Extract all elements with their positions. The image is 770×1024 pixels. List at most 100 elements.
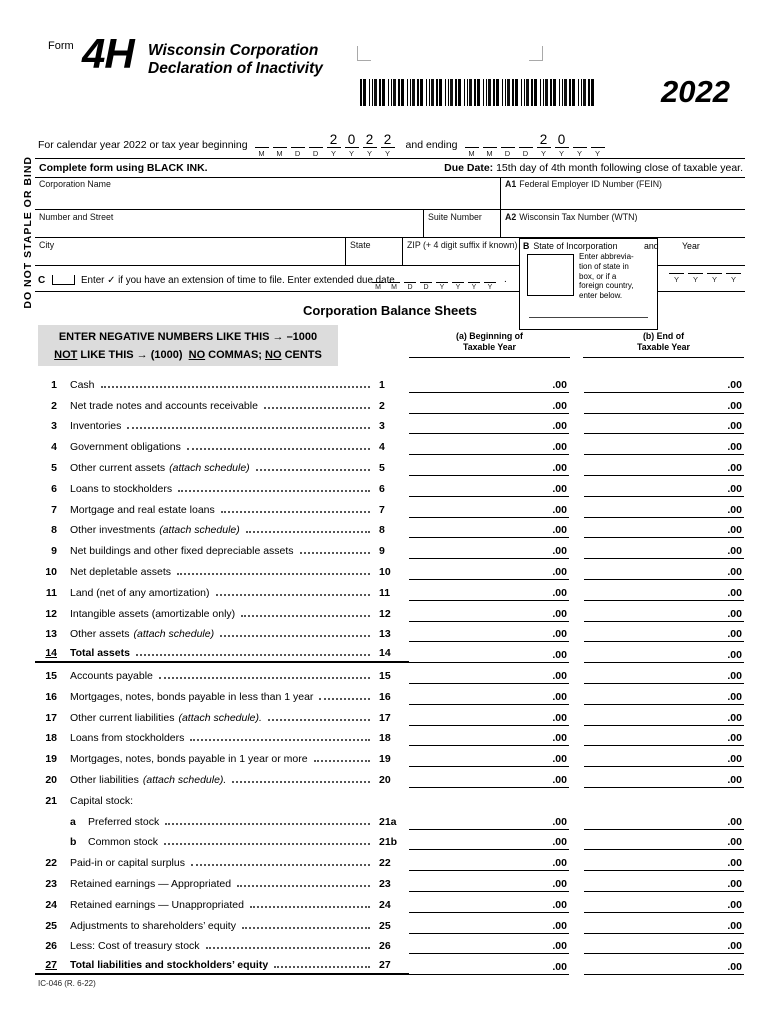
amount-field-6-b[interactable]: .00 bbox=[584, 483, 744, 497]
amount-field-9-b[interactable]: .00 bbox=[584, 545, 744, 560]
amount-field-18-a[interactable]: .00 bbox=[409, 732, 569, 747]
date-blank-y8[interactable]: Y bbox=[590, 132, 605, 158]
date-blank-y1[interactable]: Y bbox=[669, 263, 684, 284]
amount-field-23-b[interactable]: .00 bbox=[584, 878, 744, 892]
amount-field-1-a[interactable]: .00 bbox=[409, 379, 569, 393]
date-blank-y7[interactable]: Y bbox=[468, 273, 480, 291]
date-blank-y8[interactable]: Y bbox=[484, 273, 496, 291]
date-blank-m2[interactable]: M bbox=[388, 273, 400, 291]
amount-field-13-a[interactable]: .00 bbox=[409, 628, 569, 643]
amount-field-22-a[interactable]: .00 bbox=[409, 857, 569, 872]
amount-field-15-b[interactable]: .00 bbox=[584, 670, 744, 684]
date-blank-m2[interactable]: M bbox=[482, 132, 497, 158]
street-field[interactable]: Number and Street bbox=[35, 210, 423, 237]
amount-field-18-b[interactable]: .00 bbox=[584, 732, 744, 747]
amount-field-2-a[interactable]: .00 bbox=[409, 400, 569, 414]
amount-field-17-a[interactable]: .00 bbox=[409, 712, 569, 726]
state-field[interactable]: State bbox=[345, 238, 402, 265]
zip-field[interactable]: ZIP (+ 4 digit suffix if known) bbox=[402, 238, 519, 265]
amount-field-25-a[interactable]: .00 bbox=[409, 920, 569, 934]
date-blank-d4[interactable]: D bbox=[308, 132, 323, 158]
row-label-area: 21 Capital stock: bbox=[35, 788, 409, 809]
wtn-field[interactable]: A2 Wisconsin Tax Number (WTN) bbox=[500, 210, 745, 237]
amount-field-15-a[interactable]: .00 bbox=[409, 670, 569, 684]
amount-field-26-b[interactable]: .00 bbox=[584, 940, 744, 955]
amount-field-5-a[interactable]: .00 bbox=[409, 462, 569, 476]
amount-field-24-b[interactable]: .00 bbox=[584, 899, 744, 913]
amount-field-11-b[interactable]: .00 bbox=[584, 587, 744, 601]
amount-field-20-b[interactable]: .00 bbox=[584, 774, 744, 788]
date-blank-d4[interactable]: D bbox=[420, 273, 432, 291]
date-blank-y7[interactable]: Y bbox=[572, 132, 587, 158]
amount-field-4-a[interactable]: .00 bbox=[409, 441, 569, 456]
suite-number-field[interactable]: Suite Number bbox=[423, 210, 500, 237]
amount-field-8-b[interactable]: .00 bbox=[584, 524, 744, 539]
foreign-country-line[interactable] bbox=[529, 317, 648, 318]
date-blank-y6[interactable]: Y bbox=[452, 273, 464, 291]
amount-field-24-a[interactable]: .00 bbox=[409, 899, 569, 913]
amount-field-16-b[interactable]: .00 bbox=[584, 691, 744, 705]
amount-field-17-b[interactable]: .00 bbox=[584, 712, 744, 726]
date-blank-y2[interactable]: Y bbox=[688, 263, 703, 284]
amount-field-26-a[interactable]: .00 bbox=[409, 940, 569, 955]
amount-field-2-b[interactable]: .00 bbox=[584, 400, 744, 414]
amount-field-7-a[interactable]: .00 bbox=[409, 504, 569, 518]
amount-field-12-b[interactable]: .00 bbox=[584, 608, 744, 622]
date-blank-m1[interactable]: M bbox=[372, 273, 384, 291]
amount-field-10-a[interactable]: .00 bbox=[409, 566, 569, 580]
date-blank-y4[interactable]: Y bbox=[726, 263, 741, 284]
amount-field-20-a[interactable]: .00 bbox=[409, 774, 569, 788]
corporation-name-field[interactable]: Corporation Name bbox=[35, 177, 500, 209]
amount-field-3-b[interactable]: .00 bbox=[584, 420, 744, 435]
amount-field-14-b[interactable]: .00 bbox=[584, 649, 744, 664]
date-blank-d3[interactable]: D bbox=[404, 273, 416, 291]
amount-field-12-a[interactable]: .00 bbox=[409, 608, 569, 622]
state-abbreviation-box[interactable] bbox=[527, 254, 574, 296]
date-blank-d4[interactable]: D bbox=[518, 132, 533, 158]
amount-field-4-b[interactable]: .00 bbox=[584, 441, 744, 456]
amount-field-27-b[interactable]: .00 bbox=[584, 961, 744, 976]
amount-field-3-a[interactable]: .00 bbox=[409, 420, 569, 435]
amount-field-19-b[interactable]: .00 bbox=[584, 753, 744, 768]
amount-field-25-b[interactable]: .00 bbox=[584, 920, 744, 934]
amount-field-5-b[interactable]: .00 bbox=[584, 462, 744, 476]
date-blank-y5[interactable]: Y bbox=[436, 273, 448, 291]
date-blank-d3[interactable]: D bbox=[290, 132, 305, 158]
amount-field-6-a[interactable]: .00 bbox=[409, 483, 569, 497]
row-label-italic: (attach schedule) bbox=[159, 524, 240, 537]
amount-field-7-b[interactable]: .00 bbox=[584, 504, 744, 518]
date-digit bbox=[489, 273, 492, 282]
date-letter: D bbox=[312, 149, 319, 158]
amount-field-1-b[interactable]: .00 bbox=[584, 379, 744, 393]
row-label: Preferred stock bbox=[88, 815, 160, 828]
amount-field-19-a[interactable]: .00 bbox=[409, 753, 569, 768]
amount-field-27-a[interactable]: .00 bbox=[409, 961, 569, 976]
amount-field-9-a[interactable]: .00 bbox=[409, 545, 569, 560]
amount-field-21b-b[interactable]: .00 bbox=[584, 836, 744, 851]
amount-field-23-a[interactable]: .00 bbox=[409, 878, 569, 892]
date-blank-m1[interactable]: M bbox=[464, 132, 479, 158]
fein-field[interactable]: A1 Federal Employer ID Number (FEIN) bbox=[500, 177, 745, 209]
date-blank-y3[interactable]: Y bbox=[707, 263, 722, 284]
amount-field-21b-a[interactable]: .00 bbox=[409, 836, 569, 851]
amount-field-10-b[interactable]: .00 bbox=[584, 566, 744, 580]
amount-field-21a-a[interactable]: .00 bbox=[409, 816, 569, 830]
amount-field-13-b[interactable]: .00 bbox=[584, 628, 744, 643]
amount-field-22-b[interactable]: .00 bbox=[584, 857, 744, 872]
extension-checkbox[interactable] bbox=[52, 275, 75, 285]
date-blank-m2[interactable]: M bbox=[272, 132, 287, 158]
city-field[interactable]: City bbox=[35, 238, 345, 265]
amount-field-21a-b[interactable]: .00 bbox=[584, 816, 744, 830]
amount-field-16-a[interactable]: .00 bbox=[409, 691, 569, 705]
date-blank-m1[interactable]: M bbox=[254, 132, 269, 158]
amount-field-8-a[interactable]: .00 bbox=[409, 524, 569, 539]
amount-field-14-a[interactable]: .00 bbox=[409, 649, 569, 664]
date-blank-d3[interactable]: D bbox=[500, 132, 515, 158]
amount-field-11-a[interactable]: .00 bbox=[409, 587, 569, 601]
